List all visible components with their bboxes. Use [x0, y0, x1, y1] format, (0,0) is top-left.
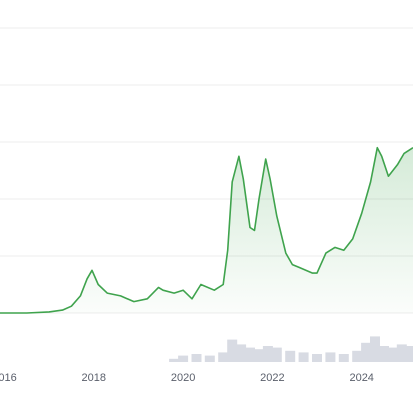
price-area-fill [0, 147, 413, 313]
volume-bar [191, 354, 202, 362]
volume-bar [370, 336, 380, 362]
volume-bar [262, 346, 273, 362]
volume-bar [298, 352, 309, 362]
volume-bar [236, 344, 247, 362]
volume-bar [312, 354, 322, 362]
volume-bar [379, 346, 389, 362]
price-series-line [0, 146, 413, 314]
volume-bar [271, 347, 282, 362]
volume-bar [405, 346, 413, 362]
volume-bar [325, 352, 336, 362]
x-tick-label: 2020 [171, 372, 195, 384]
volume-bar [352, 350, 363, 362]
x-tick-label: 2022 [260, 372, 284, 384]
volume-bar [254, 349, 264, 362]
volume-bar [285, 350, 296, 362]
volume-bar [178, 355, 189, 362]
volume-bar [204, 355, 215, 362]
volume-bar [338, 354, 349, 362]
x-tick-label: 2016 [0, 372, 17, 384]
volume-bar [227, 339, 238, 362]
volume-bar [169, 358, 180, 362]
volume-bar [396, 344, 407, 362]
volume-bar [387, 347, 398, 362]
volume-bar [245, 347, 255, 362]
volume-bars [169, 336, 413, 362]
x-tick-label: 2024 [349, 372, 373, 384]
volume-bar [218, 352, 229, 362]
x-axis-tick-labels: 2016 2018 2020 2022 2024 [0, 372, 374, 384]
volume-bar [361, 342, 372, 362]
x-tick-label: 2018 [82, 372, 106, 384]
